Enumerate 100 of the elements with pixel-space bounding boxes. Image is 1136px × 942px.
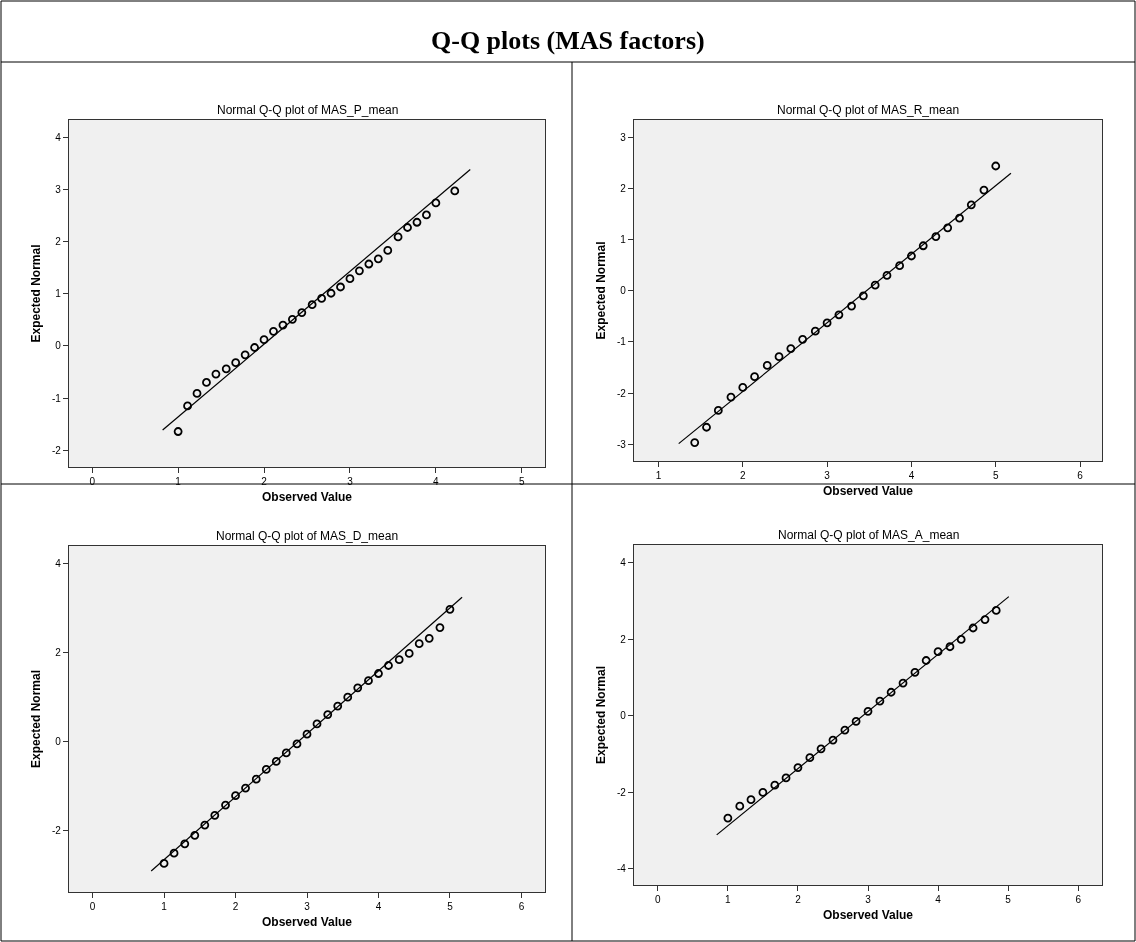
- point: [317, 294, 327, 303]
- chart-title: Normal Q-Q plot of MAS_P_mean: [217, 103, 399, 117]
- point: [180, 839, 190, 849]
- x-tick-label: 2: [795, 894, 802, 906]
- chart-title: Normal Q-Q plot of MAS_A_mean: [778, 528, 960, 542]
- y-axis-title: Expected Normal: [594, 241, 609, 340]
- y-tick-label: 0: [620, 285, 627, 297]
- point: [202, 378, 211, 387]
- point: [723, 813, 733, 823]
- point: [786, 344, 796, 353]
- point: [210, 810, 220, 820]
- point: [966, 200, 976, 210]
- y-axis-title: Expected Normal: [29, 244, 44, 343]
- point: [312, 719, 322, 729]
- point: [895, 261, 905, 271]
- point: [863, 706, 873, 716]
- point: [353, 683, 363, 693]
- y-axis-title: Expected Normal: [29, 669, 44, 769]
- point: [240, 350, 250, 360]
- x-tick-label: 4: [935, 894, 942, 906]
- point: [898, 678, 908, 688]
- point: [190, 830, 200, 840]
- x-tick-label: 3: [347, 476, 354, 488]
- x-axis-title: Observed Value: [261, 490, 353, 504]
- point: [333, 701, 343, 711]
- x-tick-label: 4: [908, 470, 915, 482]
- x-axis-title: Observed Value: [261, 915, 353, 929]
- point: [221, 800, 230, 810]
- point: [991, 606, 1001, 615]
- x-tick-label: 6: [1075, 894, 1082, 906]
- point: [798, 334, 808, 344]
- y-tick-label: 4: [55, 131, 62, 143]
- point: [383, 246, 393, 255]
- point: [847, 301, 856, 311]
- point: [875, 696, 885, 706]
- point: [931, 232, 941, 241]
- point: [921, 656, 931, 665]
- point: [404, 649, 414, 658]
- point: [297, 308, 307, 317]
- chart-title: Normal Q-Q plot of MAS_D_mean: [216, 529, 399, 543]
- point: [326, 288, 336, 298]
- text: Q-Q plots (MAS factors): [431, 26, 705, 55]
- point: [805, 753, 815, 763]
- x-tick-label: 2: [232, 901, 239, 913]
- point: [851, 716, 861, 726]
- y-tick-label: -2: [51, 444, 62, 456]
- y-tick-label: 2: [55, 647, 62, 659]
- point: [810, 326, 820, 336]
- point: [393, 232, 403, 242]
- y-tick-label: -2: [616, 387, 627, 399]
- x-axis-title: Observed Value: [822, 484, 914, 498]
- point: [364, 259, 374, 269]
- point: [882, 271, 892, 280]
- point: [781, 773, 791, 783]
- point: [403, 223, 412, 232]
- point: [956, 635, 966, 644]
- y-tick-label: -1: [616, 336, 627, 348]
- point: [431, 198, 441, 208]
- point: [336, 282, 345, 292]
- point: [287, 314, 297, 324]
- point: [738, 382, 748, 392]
- x-tick-label: 3: [304, 901, 311, 913]
- point: [933, 647, 943, 657]
- point: [750, 372, 759, 382]
- point: [271, 756, 281, 766]
- x-tick-label: 0: [89, 476, 96, 488]
- point: [323, 710, 333, 719]
- y-tick-label: 1: [620, 234, 627, 246]
- x-tick-label: 1: [725, 894, 732, 906]
- point: [373, 254, 383, 264]
- x-tick-label: 1: [655, 470, 662, 482]
- x-tick-label: 5: [1005, 894, 1012, 906]
- point: [211, 369, 221, 379]
- y-tick-label: 3: [55, 183, 62, 195]
- y-tick-label: 3: [620, 131, 627, 143]
- point: [713, 405, 723, 415]
- point: [307, 300, 317, 310]
- point: [968, 623, 978, 633]
- point: [907, 251, 916, 261]
- x-tick-label: 2: [740, 470, 746, 482]
- y-tick-label: 0: [620, 710, 627, 722]
- y-tick-label: 4: [55, 557, 62, 569]
- point: [822, 318, 832, 328]
- point: [345, 274, 355, 284]
- x-tick-label: 0: [655, 894, 662, 906]
- point: [840, 725, 850, 735]
- point: [422, 210, 431, 220]
- point: [886, 687, 896, 697]
- point: [292, 739, 302, 749]
- x-tick-label: 5: [992, 470, 999, 482]
- point: [414, 639, 424, 649]
- y-tick-label: -3: [616, 438, 627, 450]
- point: [858, 291, 868, 301]
- y-tick-label: 0: [55, 340, 62, 352]
- x-tick-label: 6: [1077, 470, 1084, 482]
- y-tick-label: 4: [620, 557, 627, 569]
- point: [735, 801, 745, 811]
- point: [762, 361, 772, 370]
- point: [159, 859, 169, 868]
- point: [261, 764, 271, 774]
